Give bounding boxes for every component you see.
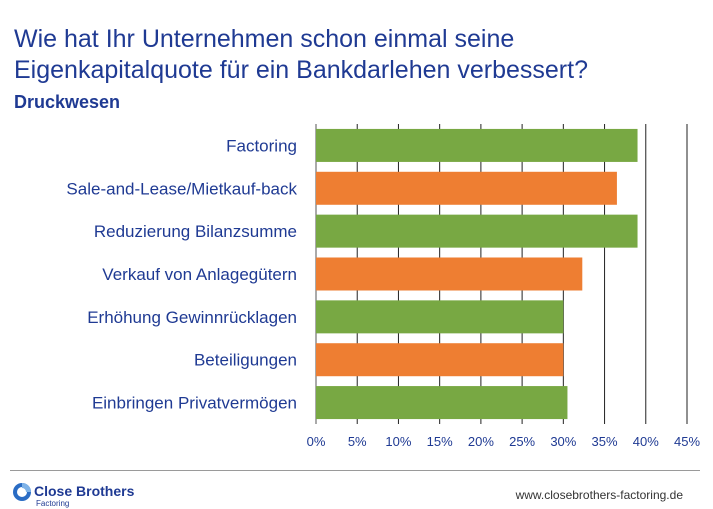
bar — [316, 343, 564, 377]
chart-title: Wie hat Ihr Unternehmen schon einmal sei… — [14, 25, 588, 84]
bar — [316, 128, 638, 162]
category-label: Sale-and-Lease/Mietkauf-back — [66, 179, 297, 198]
category-label: Einbringen Privatvermögen — [92, 394, 297, 413]
x-tick-label: 45% — [674, 434, 700, 449]
category-label: Beteiligungen — [194, 351, 297, 370]
website-link[interactable]: www.closebrothers-factoring.de — [515, 488, 683, 502]
bar — [316, 300, 564, 334]
chart-subtitle: Druckwesen — [14, 92, 121, 112]
category-label: Factoring — [226, 136, 297, 155]
x-tick-label: 5% — [348, 434, 367, 449]
footer-divider — [10, 470, 700, 471]
x-tick-label: 25% — [509, 434, 535, 449]
x-tick-label: 10% — [385, 434, 411, 449]
x-tick-label: 40% — [633, 434, 659, 449]
x-tick-label: 0% — [307, 434, 326, 449]
brand-subname: Factoring — [36, 499, 70, 508]
category-label: Erhöhung Gewinnrücklagen — [87, 308, 297, 327]
category-label: Verkauf von Anlagegütern — [102, 265, 297, 284]
bar — [316, 214, 638, 248]
x-tick-label: 35% — [592, 434, 618, 449]
bar-chart: Factoring Sale-and-Lease/Mietkauf-back Red… — [66, 124, 700, 449]
bar — [316, 257, 583, 291]
category-label: Reduzierung Bilanzsumme — [94, 222, 297, 241]
logo-icon — [13, 483, 31, 501]
brand-name: Close Brothers — [34, 483, 135, 499]
x-tick-label: 15% — [427, 434, 453, 449]
x-tick-label: 20% — [468, 434, 494, 449]
bar — [316, 386, 568, 420]
x-tick-label: 30% — [550, 434, 576, 449]
bar — [316, 171, 617, 205]
close-brothers-logo: Close Brothers Factoring — [12, 480, 162, 508]
